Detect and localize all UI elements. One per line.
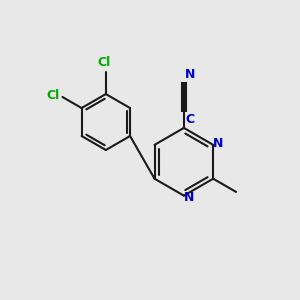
Text: N: N	[213, 137, 224, 150]
Text: N: N	[184, 190, 194, 204]
Text: Cl: Cl	[46, 89, 59, 102]
Text: Cl: Cl	[98, 56, 111, 69]
Text: N: N	[185, 68, 196, 81]
Text: C: C	[185, 113, 194, 126]
